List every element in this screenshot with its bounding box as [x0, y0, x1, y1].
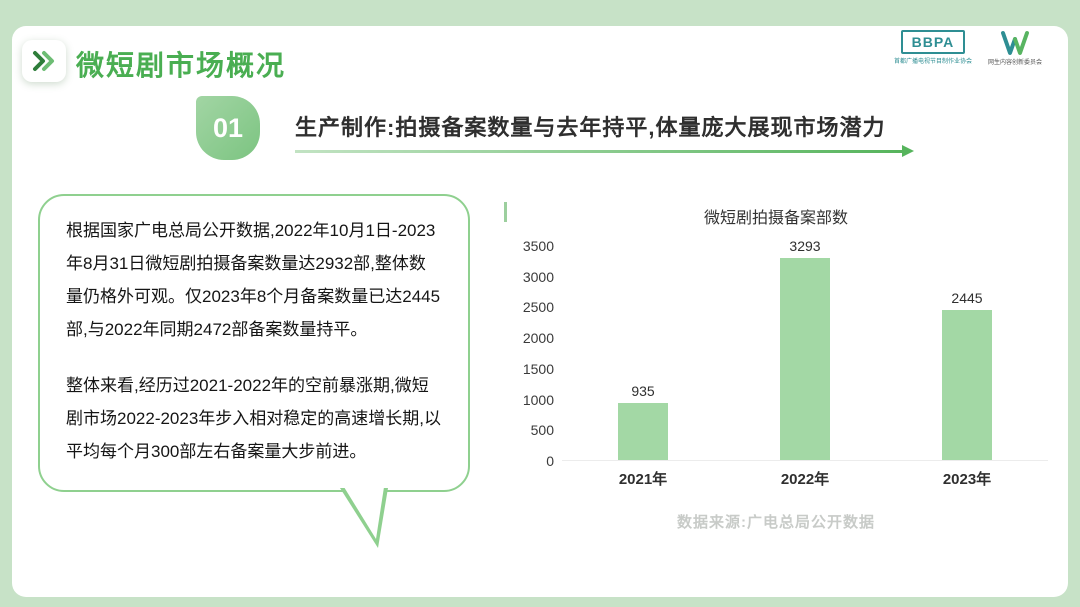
committee-logo-subtext: 网生内容创新委员会 [987, 60, 1042, 66]
bubble-paragraph-2: 整体来看,经历过2021-2022年的空前暴涨期,微短剧市场2022-2023年… [66, 375, 442, 461]
committee-logo: 网生内容创新委员会 [988, 30, 1042, 66]
section-underline-arrow [295, 145, 914, 157]
y-axis: 0 500 1000 1500 2000 2500 3000 3500 [508, 238, 554, 469]
bbpa-logo: BBPA 首都广播电视节目制作业协会 [894, 30, 972, 65]
y-tick-label: 3500 [522, 238, 554, 254]
page-title: 微短剧市场概况 [76, 50, 287, 81]
bar-2022年 [780, 257, 830, 460]
y-tick-label: 0 [546, 453, 554, 469]
bar-column: 935 [563, 383, 723, 460]
y-tick-label: 1000 [522, 391, 554, 408]
chevron-icon [22, 40, 66, 82]
chart-accent-mark [504, 202, 507, 222]
header-logos: BBPA 首都广播电视节目制作业协会 网生内容创新委员会 [894, 30, 1042, 66]
bar-column: 3293 [725, 238, 885, 460]
y-tick-label: 1500 [522, 360, 554, 377]
y-tick-label: 3000 [522, 268, 554, 285]
committee-logo-icon [1000, 31, 1029, 55]
y-tick-label: 500 [530, 422, 554, 439]
chart-title: 微短剧拍摄备案部数 [703, 210, 848, 227]
section-heading: 生产制作:拍摄备案数量与去年持平,体量庞大展现市场潜力 [295, 115, 886, 140]
bbpa-logo-text: BBPA [900, 30, 966, 54]
bar-column: 2445 [887, 290, 1047, 460]
bubble-paragraph-1: 根据国家广电总局公开数据,2022年10月1日-2023年8月31日微短剧拍摄备… [66, 221, 441, 340]
x-axis-label: 2023年 [942, 471, 992, 488]
x-axis: 2021年 2022年 2023年 [504, 468, 1048, 489]
summary-bubble: 根据国家广电总局公开数据,2022年10月1日-2023年8月31日微短剧拍摄备… [38, 194, 470, 548]
bbpa-logo-subtext: 首都广播电视节目制作业协会 [893, 59, 972, 65]
y-tick-label: 2000 [522, 330, 554, 347]
bars-container: 935 3293 2445 [562, 238, 1048, 461]
double-chevron-icon [33, 51, 54, 71]
bar-value-label: 3293 [789, 237, 821, 254]
x-axis-label: 2022年 [780, 471, 830, 488]
slide-card: 微短剧市场概况 BBPA 首都广播电视节目制作业协会 网生内容创新委员会 01 … [12, 26, 1068, 597]
data-source-note: 数据来源:广电总局公开数据 [677, 514, 875, 531]
chart-plot-area: 0 500 1000 1500 2000 2500 3000 3500 935 3293 2445 [504, 238, 1048, 469]
section-number-badge: 01 [196, 96, 260, 160]
x-axis-label: 2021年 [618, 471, 668, 488]
bar-chart: 微短剧拍摄备案部数 0 500 1000 1500 2000 2500 3000 3500 9… [504, 196, 1048, 532]
bar-value-label: 935 [631, 382, 655, 399]
bar-value-label: 2445 [951, 289, 983, 306]
bar-2021年 [618, 402, 668, 460]
y-tick-label: 2500 [522, 299, 554, 316]
bar-2023年 [942, 309, 992, 460]
